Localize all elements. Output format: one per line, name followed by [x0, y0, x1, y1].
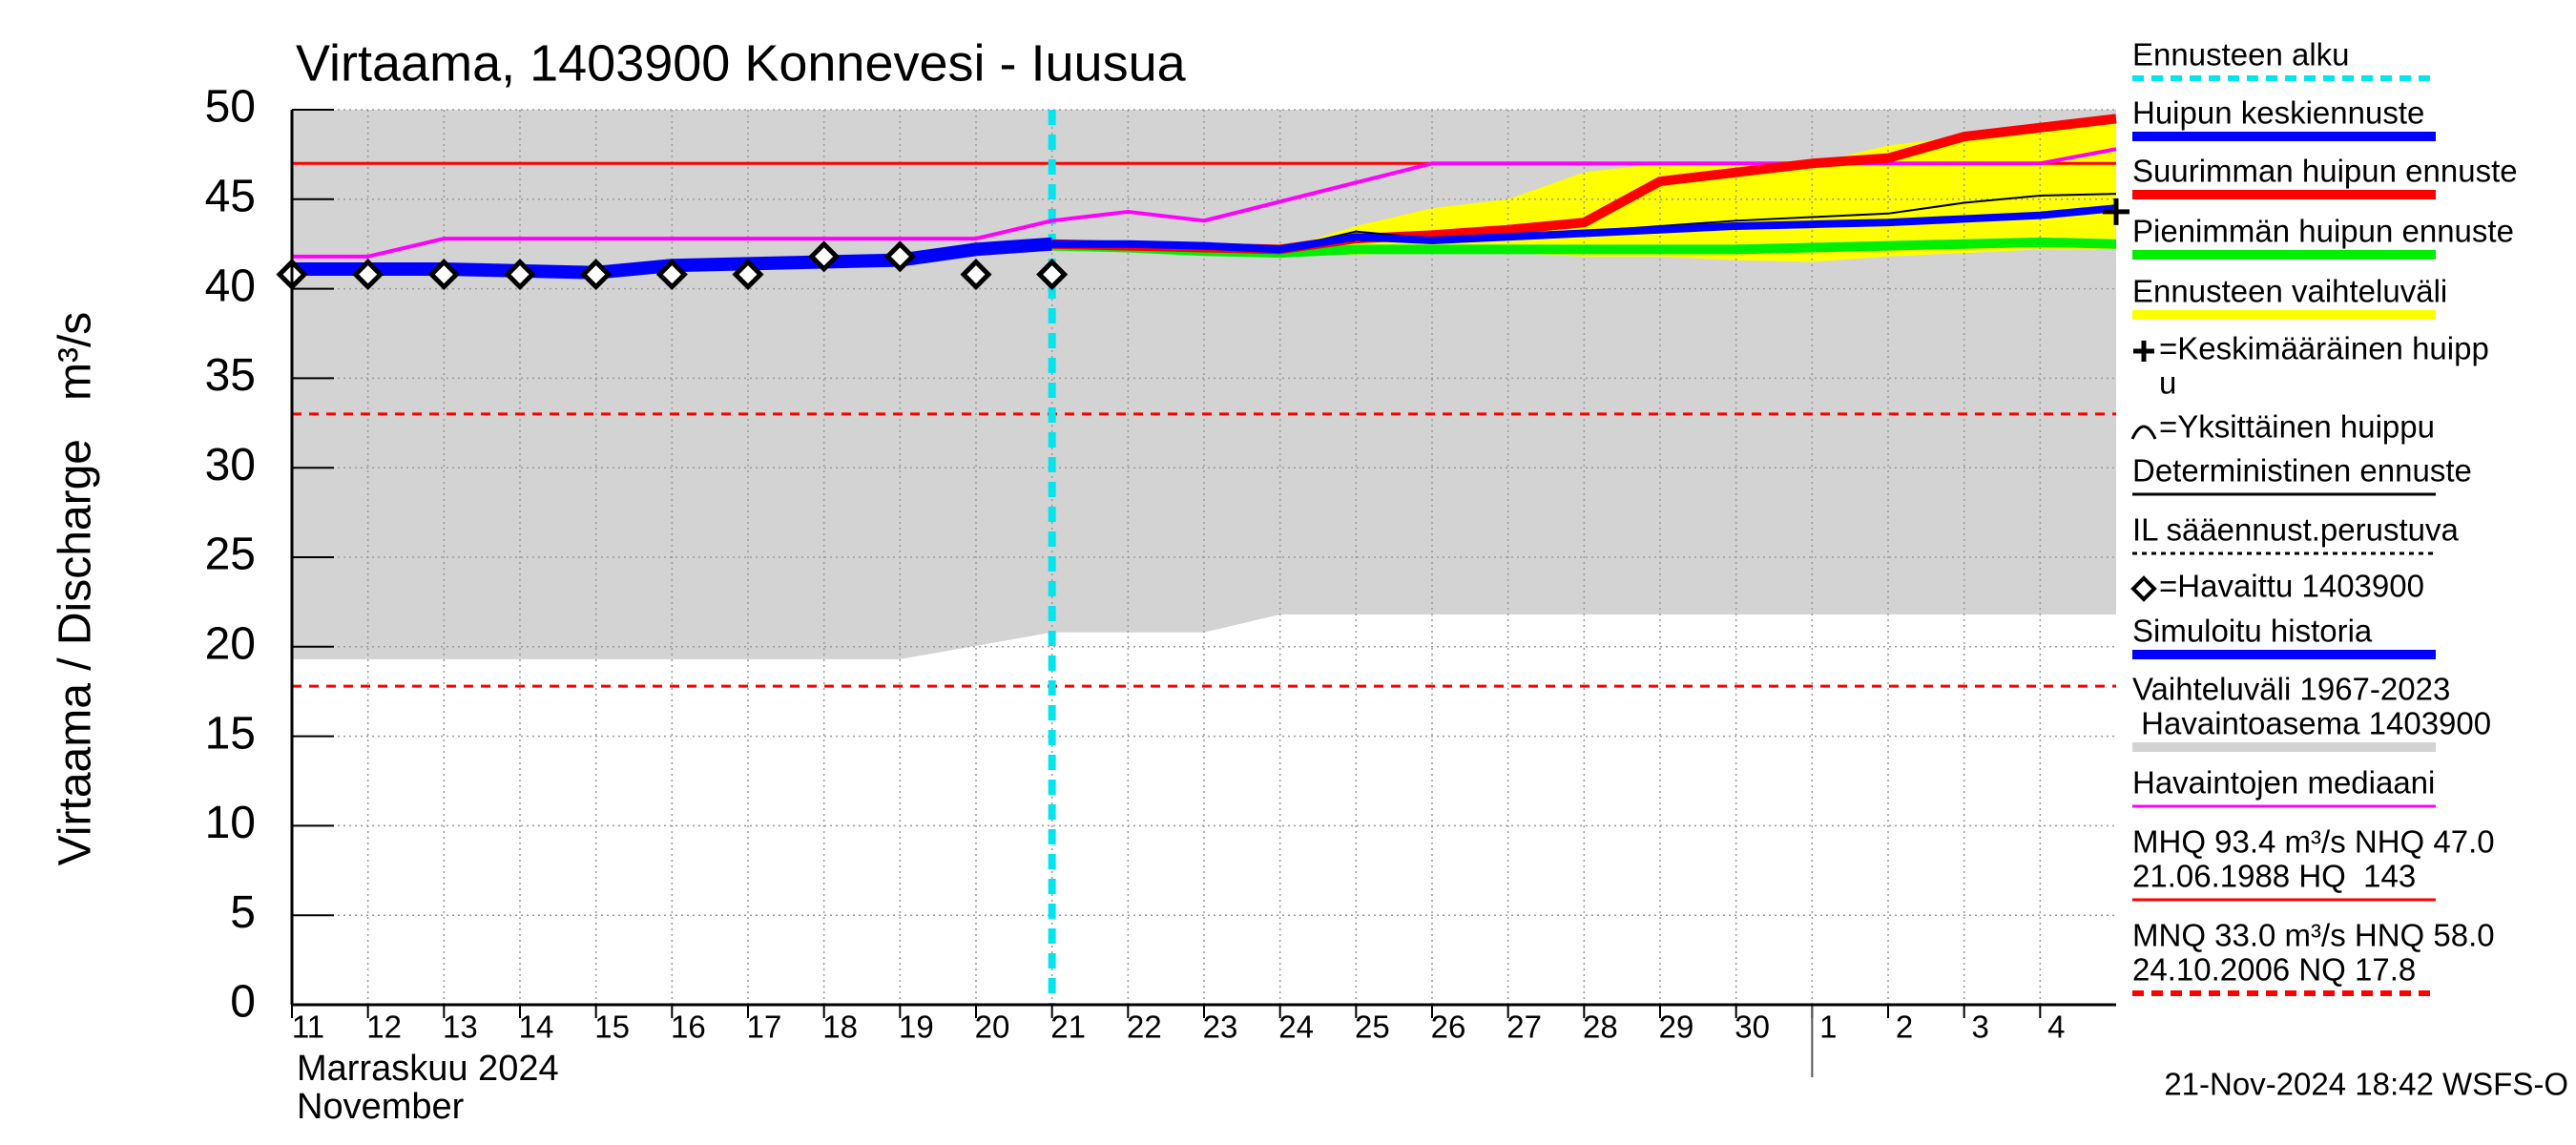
legend-label: =Keskimääräinen huipp: [2159, 331, 2489, 366]
observed-point: [580, 259, 613, 291]
observed-point: [655, 259, 688, 291]
legend-label: Huipun keskiennuste: [2132, 95, 2424, 131]
x-tick-label: 22: [1127, 1010, 1162, 1045]
observed-point: [732, 259, 764, 291]
legend-label: MHQ 93.4 m³/s NHQ 47.0: [2132, 824, 2495, 860]
x-tick-label: 3: [1971, 1010, 1988, 1045]
x-axis-label: November: [297, 1087, 465, 1127]
x-tick-label: 18: [822, 1010, 858, 1045]
y-tick-label: 35: [205, 350, 256, 401]
legend-label: u: [2159, 365, 2176, 401]
x-tick-label: 2: [1896, 1010, 1913, 1045]
legend-label: Havaintoasema 1403900: [2132, 706, 2491, 741]
observed-point: [883, 240, 916, 273]
observed-point: [960, 259, 992, 291]
x-tick-label: 26: [1431, 1010, 1466, 1045]
x-tick-label: 11: [292, 1010, 324, 1045]
observed-point: [808, 240, 841, 273]
observed-point: [352, 259, 384, 291]
x-tick-label: 12: [366, 1010, 402, 1045]
x-tick-label: 25: [1355, 1010, 1390, 1045]
legend-label: Havaintojen mediaani: [2132, 765, 2435, 801]
x-tick-label: 29: [1659, 1010, 1694, 1045]
x-tick-label: 30: [1735, 1010, 1770, 1045]
x-tick-label: 17: [747, 1010, 782, 1045]
legend-label: =Yksittäinen huippu: [2159, 409, 2435, 445]
y-axis-label: Virtaama / Discharge m³/s: [51, 312, 101, 866]
legend-label: IL sääennust.perustuva: [2132, 512, 2459, 548]
y-tick-label: 30: [205, 440, 256, 490]
series-line: [292, 147, 2117, 259]
y-tick-label: 50: [205, 82, 256, 133]
legend-symbol: [2133, 341, 2154, 362]
observed-point: [1036, 259, 1069, 291]
x-tick-label: 20: [975, 1010, 1010, 1045]
y-tick-label: 40: [205, 260, 256, 311]
legend-label: 24.10.2006 NQ 17.8: [2132, 952, 2416, 988]
legend-label: MNQ 33.0 m³/s HNQ 58.0: [2132, 918, 2495, 953]
observed-point: [504, 259, 536, 291]
y-tick-label: 0: [230, 977, 256, 1028]
legend-label: Suurimman huipun ennuste: [2132, 154, 2518, 189]
legend-label: Deterministinen ennuste: [2132, 453, 2472, 489]
mean-peak: [2103, 198, 2129, 225]
y-tick-label: 10: [205, 798, 256, 848]
legend-label: Simuloitu historia: [2132, 614, 2373, 649]
x-tick-label: 15: [594, 1010, 630, 1045]
y-tick-label: 5: [230, 887, 256, 938]
x-tick-label: 27: [1506, 1010, 1542, 1045]
x-tick-label: 23: [1203, 1010, 1238, 1045]
legend-label: Ennusteen vaihteluväli: [2132, 274, 2447, 309]
x-tick-label: 16: [671, 1010, 706, 1045]
legend-label: =Havaittu 1403900: [2159, 569, 2424, 604]
legend-label: Pienimmän huipun ennuste: [2132, 214, 2514, 249]
legend-label: 21.06.1988 HQ 143: [2132, 859, 2416, 894]
x-tick-label: 4: [2047, 1010, 2065, 1045]
x-axis-label: Marraskuu 2024: [297, 1049, 559, 1089]
observed-point: [427, 259, 460, 291]
legend-label: Vaihteluväli 1967-2023: [2132, 672, 2450, 707]
x-tick-label: 1: [1819, 1010, 1837, 1045]
chart-title: Virtaama, 1403900 Konnevesi - Iuusua: [296, 34, 1187, 92]
x-tick-label: 13: [443, 1010, 478, 1045]
legend-label: Ennusteen alku: [2132, 37, 2350, 73]
series-line: [1051, 204, 2117, 254]
legend-symbol: [2130, 575, 2157, 602]
y-tick-label: 15: [205, 708, 256, 759]
y-tick-label: 20: [205, 618, 256, 669]
legend-symbol: [2130, 425, 2157, 440]
x-tick-label: 24: [1278, 1010, 1314, 1045]
x-tick-label: 19: [899, 1010, 934, 1045]
y-tick-label: 25: [205, 530, 256, 580]
x-tick-label: 28: [1583, 1010, 1618, 1045]
y-tick-label: 45: [205, 171, 256, 221]
x-tick-label: 21: [1050, 1010, 1086, 1045]
x-tick-label: 14: [519, 1010, 554, 1045]
footer: 21-Nov-2024 18:42 WSFS-O: [2164, 1067, 2568, 1102]
